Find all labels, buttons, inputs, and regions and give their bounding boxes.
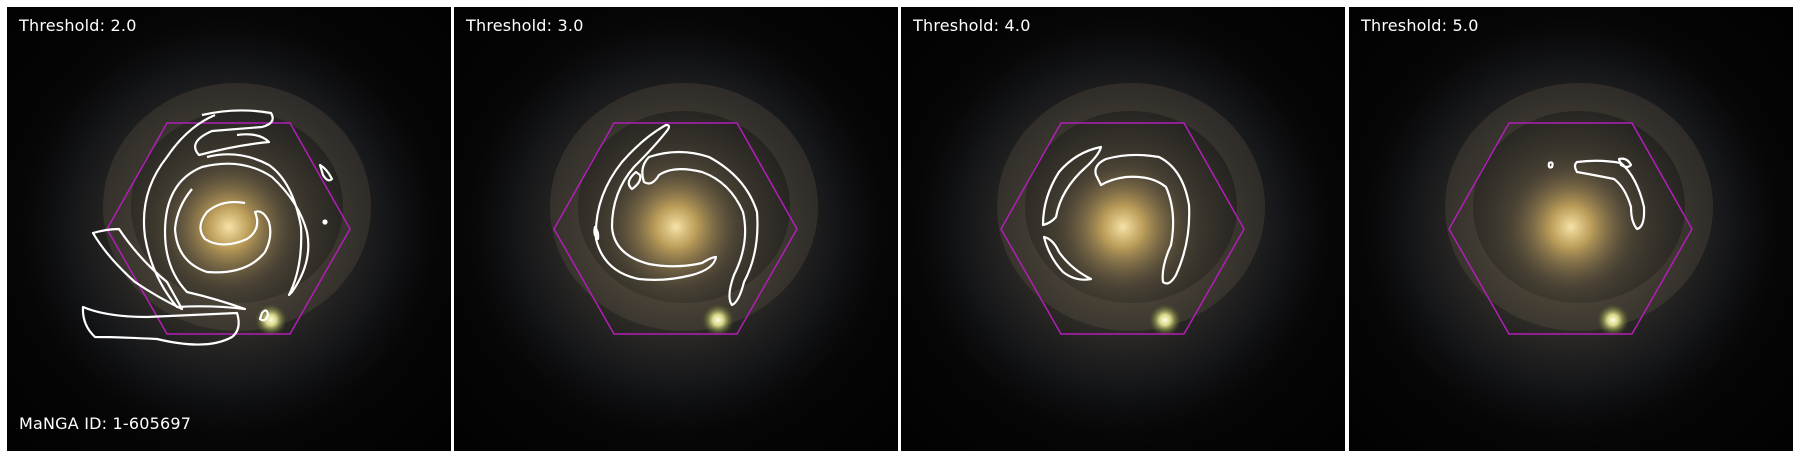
ifu-hexagon (553, 122, 798, 335)
galaxy-image (454, 7, 898, 451)
threshold-label: Threshold: 2.0 (19, 16, 137, 35)
threshold-label: Threshold: 4.0 (913, 16, 1031, 35)
ifu-hexagon (1448, 122, 1693, 335)
contours (81, 109, 334, 346)
ifu-hexagon (1000, 122, 1245, 335)
galaxy-image (7, 7, 451, 451)
manga-id-label: MaNGA ID: 1-605697 (19, 414, 192, 433)
panel-threshold-4: Threshold: 4.0 (901, 7, 1345, 451)
panel-threshold-2: Threshold: 2.0 MaNGA ID: 1-605697 (7, 7, 451, 451)
contours (593, 123, 759, 307)
panel-threshold-3: Threshold: 3.0 (454, 7, 898, 451)
galaxy-image (901, 7, 1345, 451)
galaxy-image (1349, 7, 1793, 451)
threshold-label: Threshold: 3.0 (466, 16, 584, 35)
panel-threshold-5: Threshold: 5.0 (1349, 7, 1793, 451)
ifu-hexagon (106, 122, 351, 335)
contours (1041, 145, 1191, 285)
contours (1547, 157, 1646, 231)
threshold-label: Threshold: 5.0 (1361, 16, 1479, 35)
